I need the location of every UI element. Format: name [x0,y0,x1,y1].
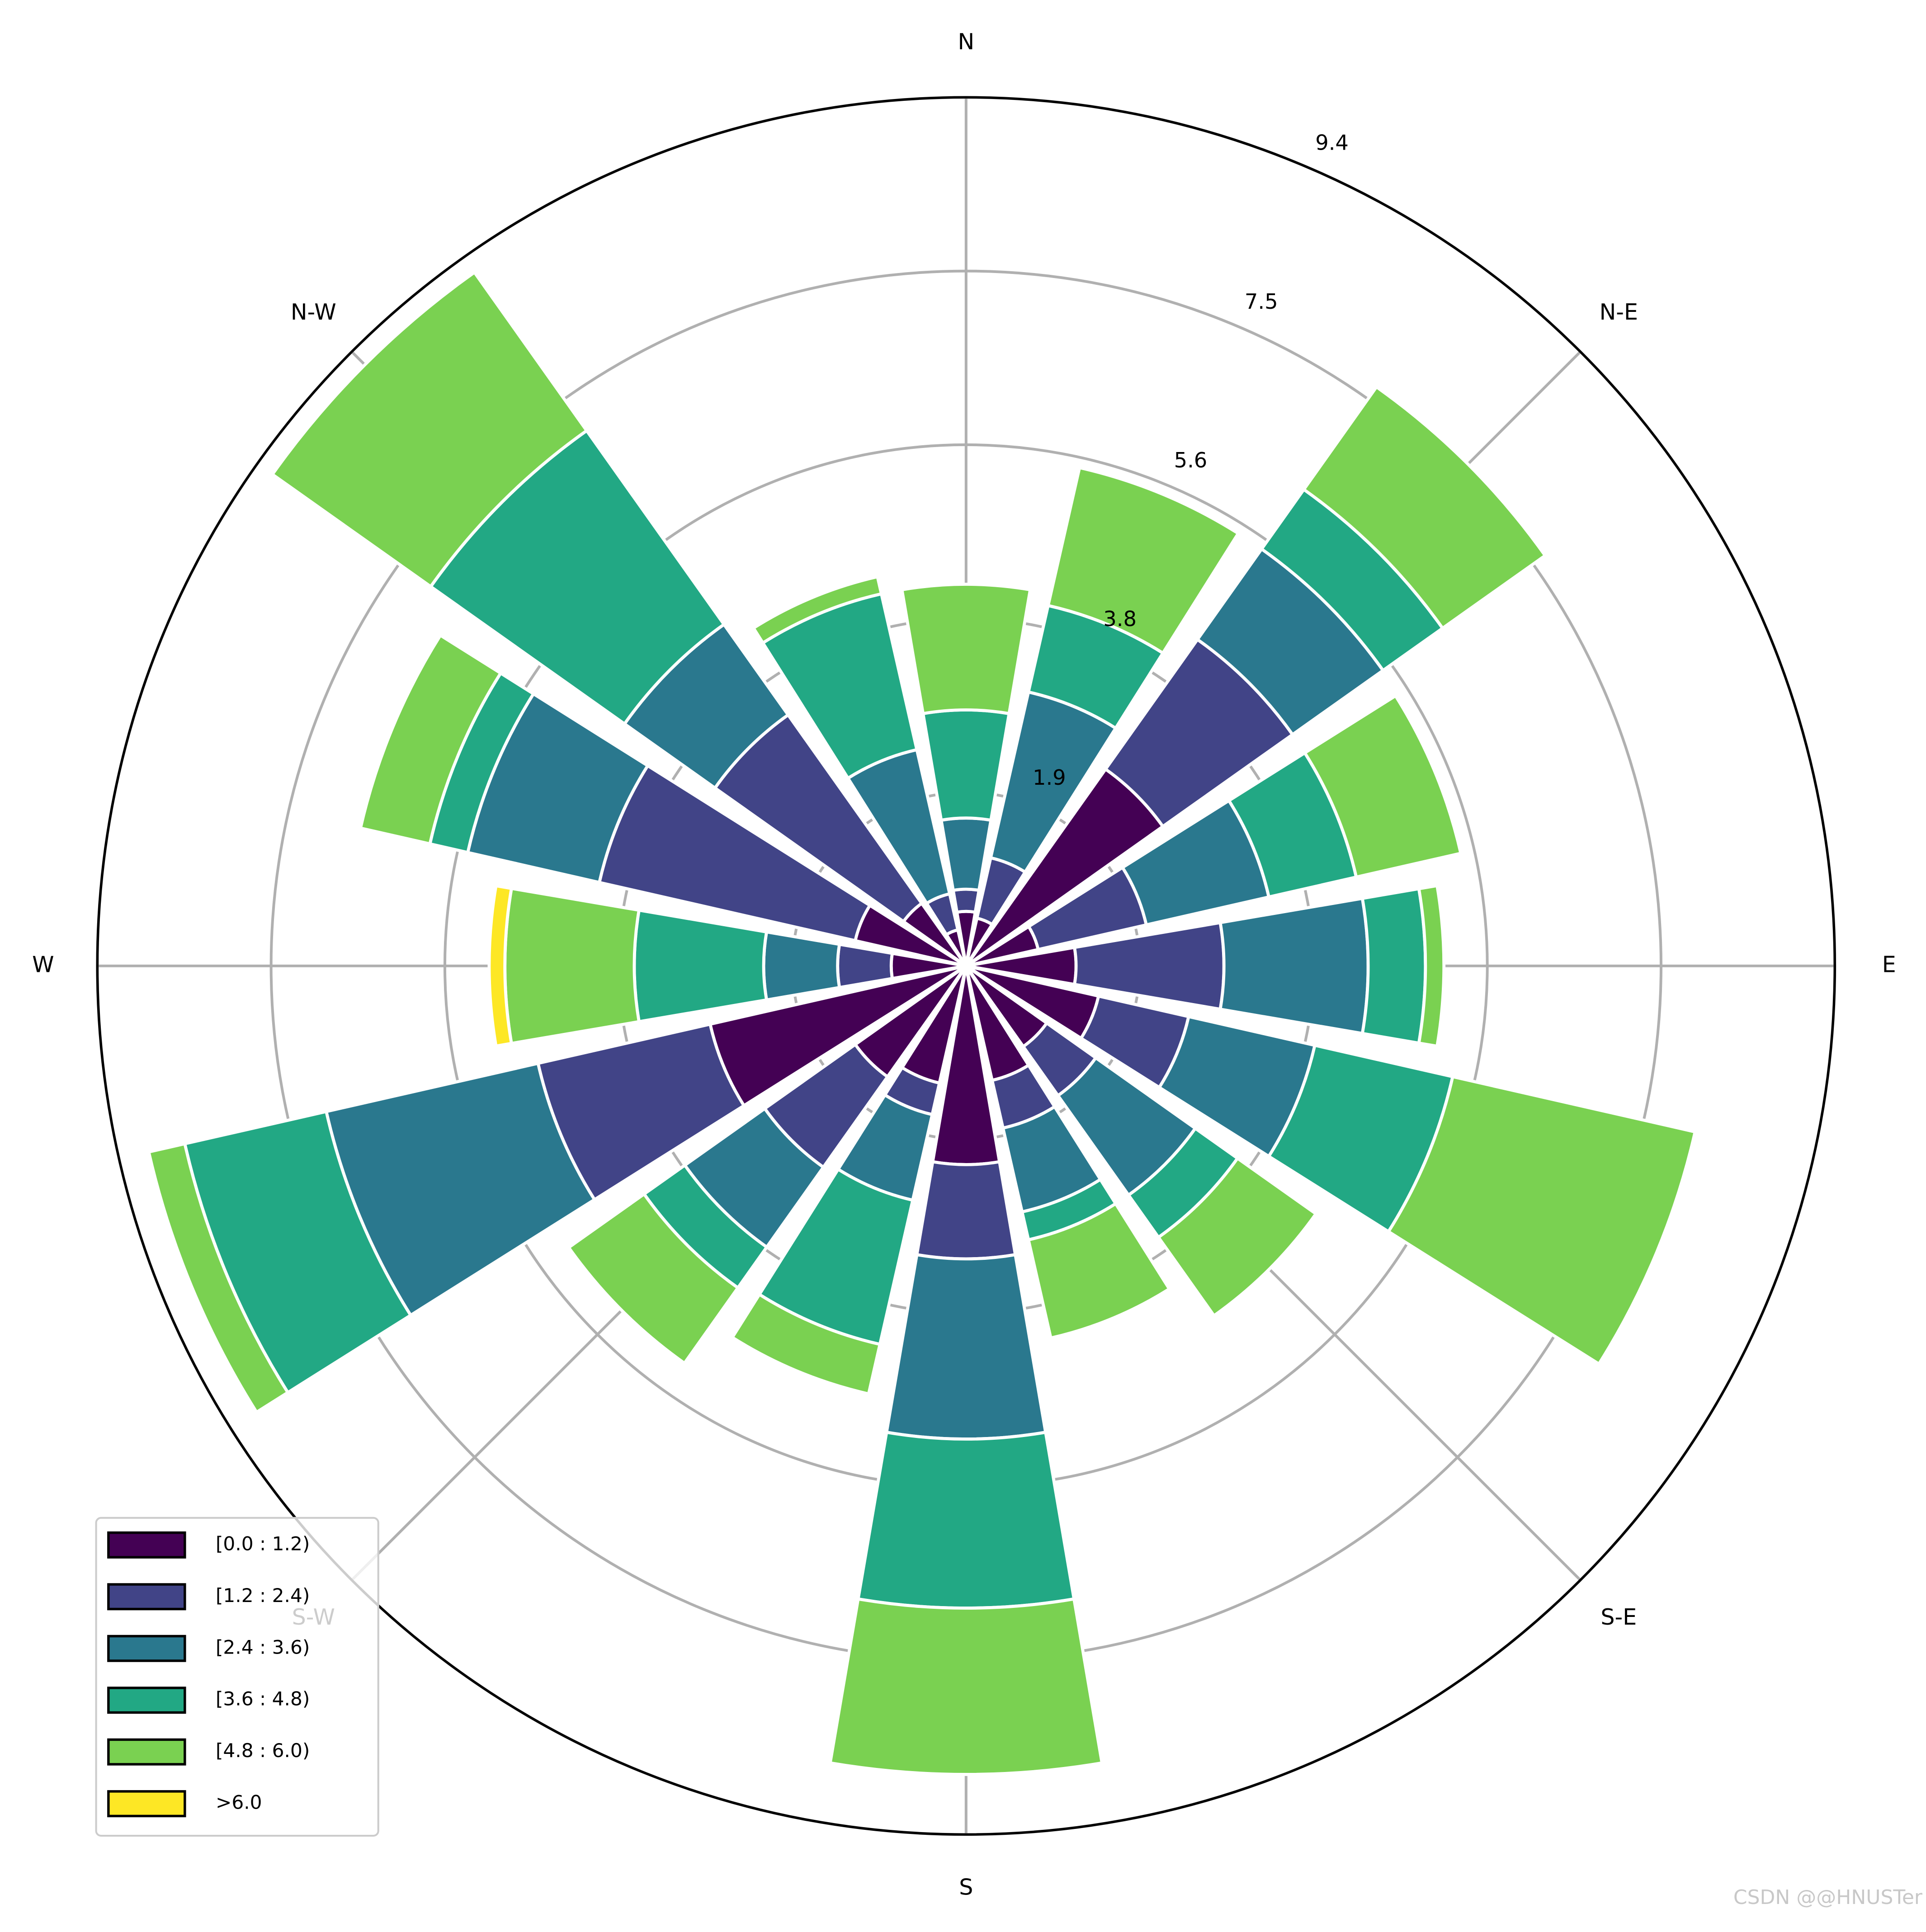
bar-segment [915,1160,1017,1261]
watermark: CSDN @@HNUSTer [1733,1886,1923,1909]
bar-segment [1026,1202,1172,1340]
bar-segment [1046,466,1241,655]
legend-label: [3.6 : 4.8) [216,1688,310,1710]
direction-label: N [958,28,974,55]
bar-segment [856,1430,1076,1610]
bar-segment [1360,887,1427,1045]
legend-label: [4.8 : 6.0) [216,1739,310,1762]
r-tick-label: 7.5 [1245,289,1278,314]
bar-segment [1417,884,1446,1048]
direction-label: W [32,951,54,977]
bar-segment [566,1192,740,1366]
bar-segment [1303,693,1463,879]
bar-segment [939,816,993,892]
direction-label: S-E [1600,1604,1637,1630]
bar-segment [1302,385,1548,631]
legend-label: >6.0 [216,1791,262,1814]
legend: [0.0 : 1.2) [1.2 : 2.4) [2.4 : 3.6) [3.6 : … [95,1517,379,1837]
direction-label: E [1882,951,1896,977]
bar-segment [1218,896,1370,1036]
bar-segment [359,633,503,846]
legend-label: [2.4 : 3.6) [216,1636,310,1658]
bar-segment [1386,1074,1697,1367]
r-tick-label: 9.4 [1315,131,1349,155]
legend-box [95,1517,379,1837]
direction-label: N-W [291,299,336,325]
bar-segment [633,908,769,1024]
r-tick-label: 1.9 [1033,765,1066,790]
legend-swatch [107,1687,186,1714]
legend-label: [1.2 : 2.4) [216,1584,310,1607]
bar-segment [951,887,981,914]
bars [146,270,1697,1776]
bar-segment [836,942,894,990]
bar-segment [487,884,514,1048]
legend-label: [0.0 : 1.2) [216,1532,310,1555]
direction-label: N-E [1600,299,1638,325]
bar-segment [270,270,589,589]
bar-segment [751,575,883,645]
legend-swatch [107,1583,186,1611]
r-tick-label: 5.6 [1174,448,1208,472]
bar-segment [1156,1156,1318,1318]
bar-segment [730,1292,882,1396]
legend-swatch [107,1531,186,1559]
outer-circle [96,96,1836,1836]
legend-swatch [107,1635,186,1662]
bar-segment [762,930,841,1002]
bar-segment [900,583,1032,716]
bar-segment [146,1142,290,1414]
legend-swatch [107,1790,186,1818]
bar-segment [884,1253,1048,1441]
legend-swatch [107,1738,186,1766]
bar-segment [503,886,641,1046]
axes: 1.93.85.67.59.4NN-EES-ESS-WWN-W[0.0 : 1.… [32,28,1896,1900]
bar-segment [921,708,1011,822]
bar-segment [828,1597,1104,1776]
r-tick-label: 3.8 [1103,607,1137,631]
direction-label: S [959,1874,973,1900]
